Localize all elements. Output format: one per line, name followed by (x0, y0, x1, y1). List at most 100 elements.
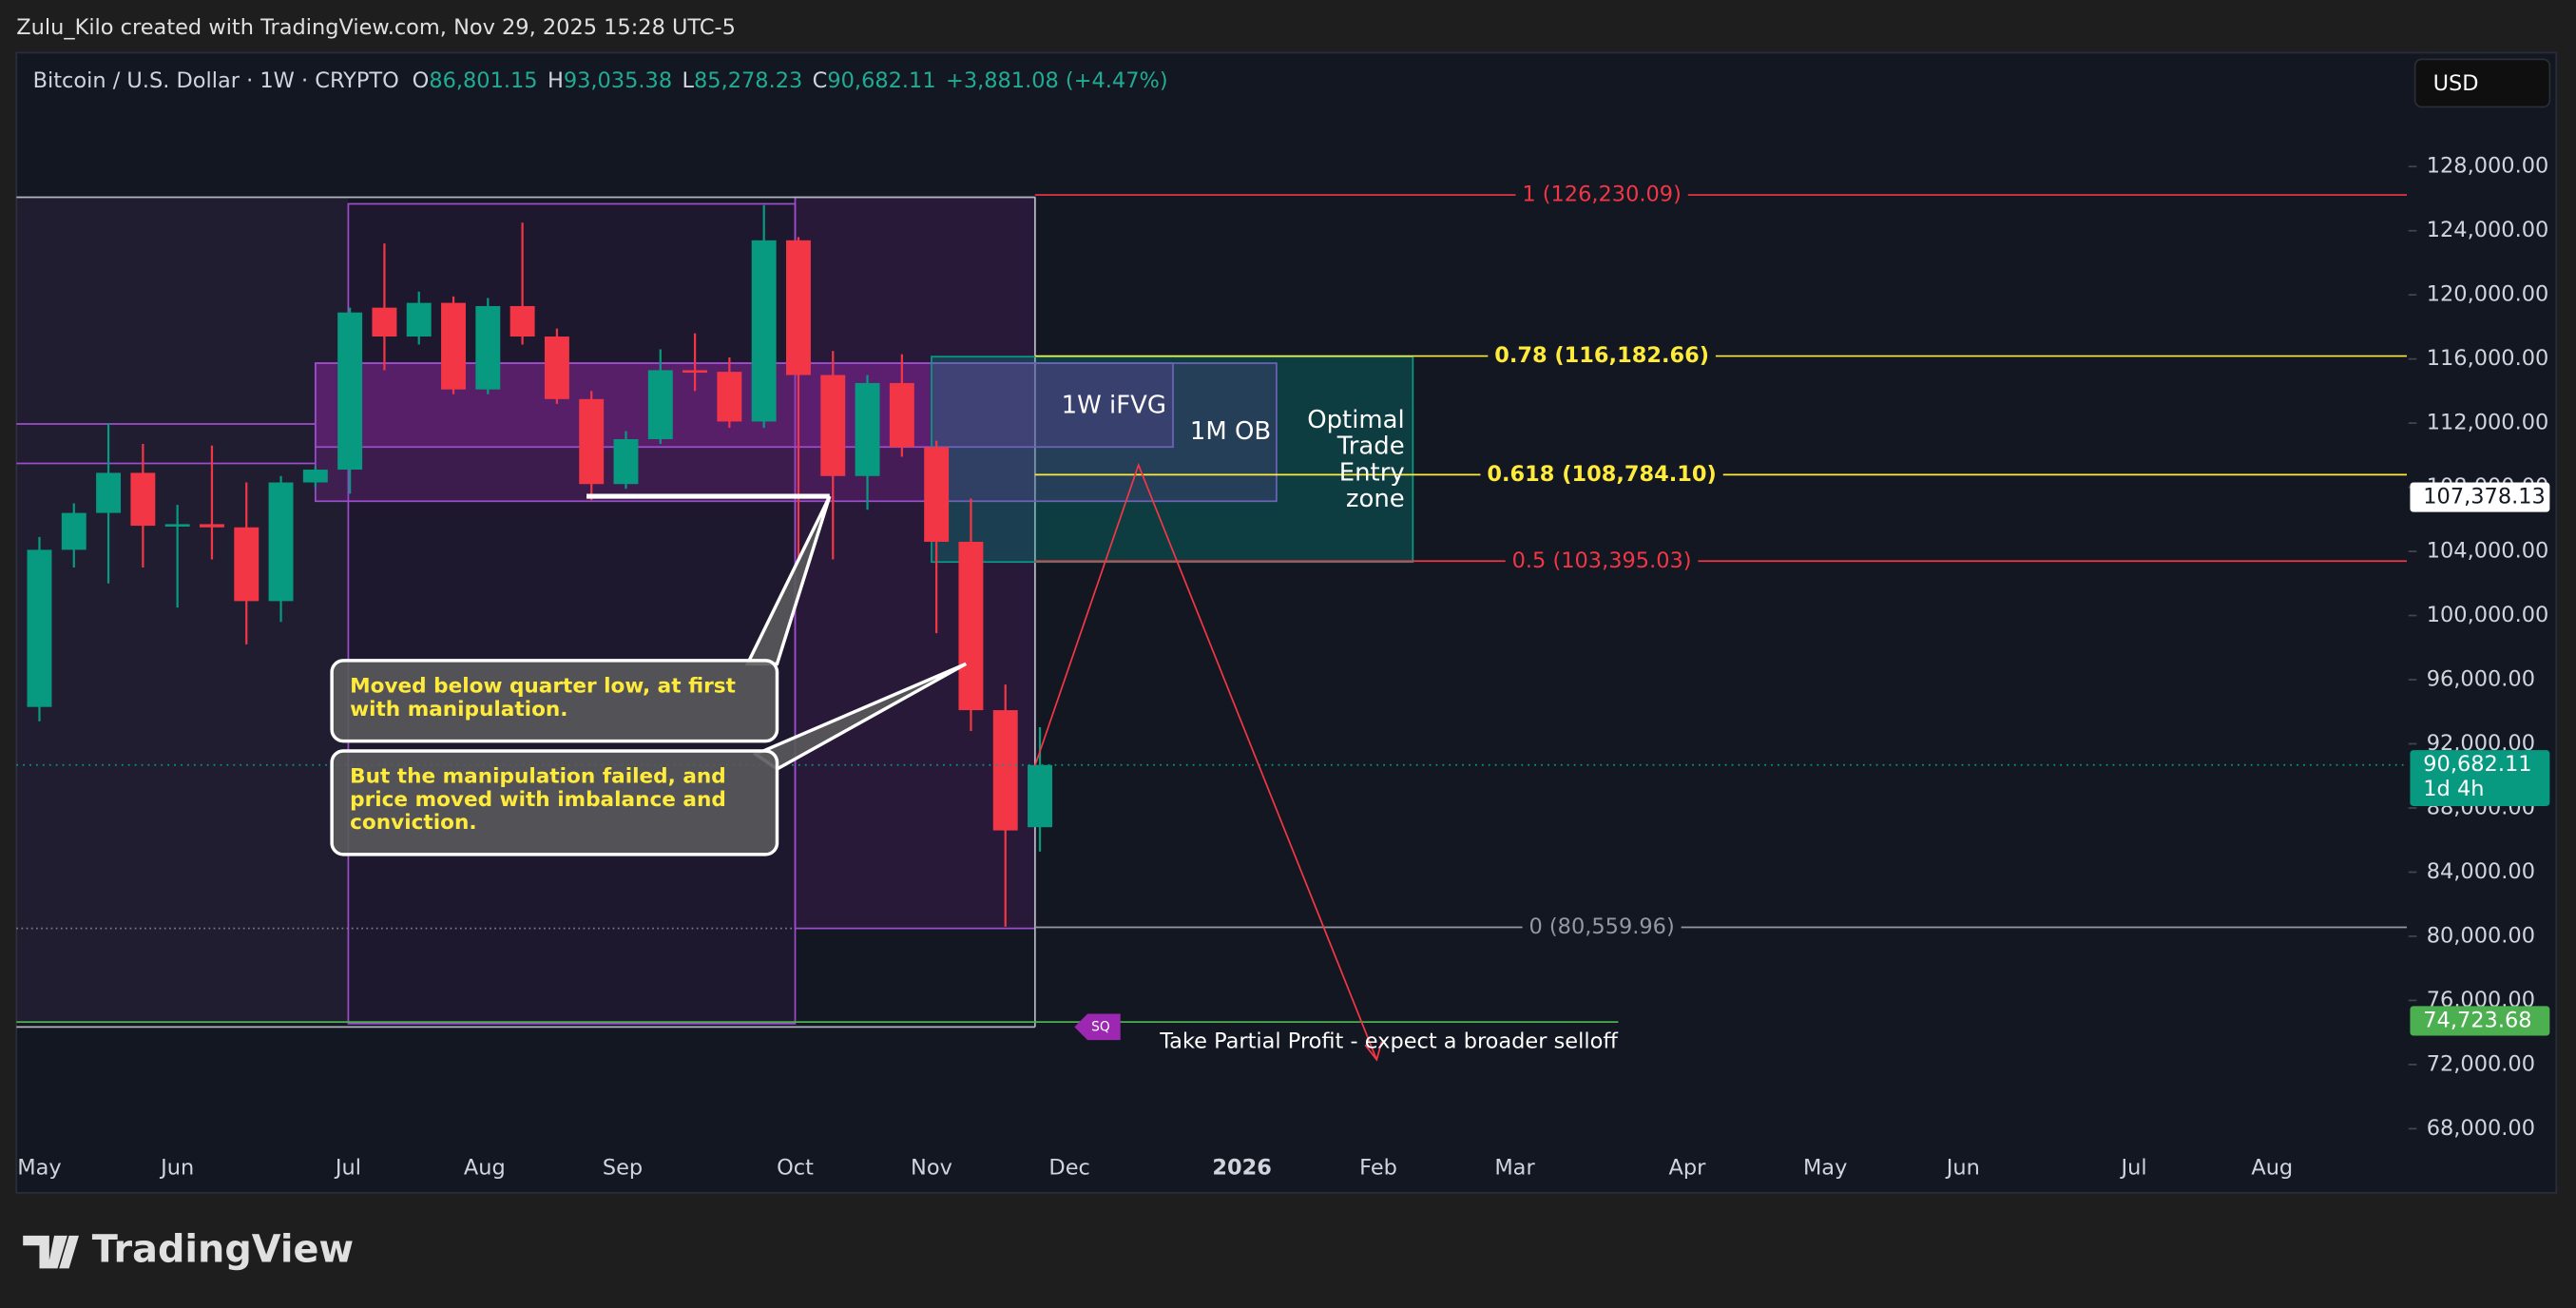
x-tick-label: Mar (1494, 1155, 1535, 1180)
x-tick-label: Aug (2251, 1155, 2293, 1180)
tag: SQ (1091, 1019, 1110, 1034)
candle-body (130, 472, 156, 527)
ote-label: Optimal (1307, 406, 1405, 434)
candle-body (579, 398, 605, 485)
price-label: 107,378.13 (2423, 485, 2546, 510)
x-tick-label: Jun (1945, 1155, 1980, 1180)
legend-low-key: L (682, 67, 695, 92)
y-tick-label: 128,000.00 (2427, 154, 2549, 179)
fib-label-bg (1515, 182, 1688, 208)
y-tick-label: 124,000.00 (2427, 218, 2549, 242)
candle-body (372, 307, 397, 337)
x-tick-label: Nov (911, 1155, 952, 1180)
x-tick-label: Aug (464, 1155, 506, 1180)
price-label-bg (2410, 482, 2550, 512)
legend-close: 90,682.11 (827, 67, 935, 92)
candle-body (164, 524, 190, 527)
y-tick-label: 80,000.00 (2427, 923, 2535, 948)
price-label-bg (2410, 1006, 2550, 1036)
attribution: Zulu_Kilo created with TradingView.com, … (16, 15, 736, 40)
fib-label-bg (1522, 914, 1682, 941)
callout-text: But the manipulation failed, and (350, 765, 726, 789)
fib-label: 0 (80,559.96) (1528, 914, 1674, 939)
callout-box (330, 659, 779, 743)
candle-body (234, 527, 260, 602)
y-tick-label: 100,000.00 (2427, 603, 2549, 627)
x-tick-label: Feb (1359, 1155, 1397, 1180)
y-tick-label: 72,000.00 (2427, 1051, 2535, 1076)
x-tick-label: 2026 (1212, 1155, 1272, 1180)
y-tick-label: 84,000.00 (2427, 859, 2535, 884)
candle-body (647, 370, 673, 439)
price-label: 90,682.11 (2423, 752, 2531, 777)
candle-body (96, 472, 122, 513)
candle-body (958, 541, 984, 711)
logo: TradingView (23, 1228, 354, 1272)
y-tick-label: 116,000.00 (2427, 346, 2549, 371)
quarter-box (347, 202, 797, 1025)
callout-box (330, 749, 779, 856)
candle-body (61, 512, 87, 550)
candle-body (406, 302, 432, 337)
candle-body (544, 337, 569, 399)
candle-body (475, 305, 501, 390)
candle-body (613, 438, 639, 485)
tag-bg (1074, 1013, 1121, 1041)
ifvg-box (314, 362, 1174, 449)
candle-body (268, 482, 294, 602)
candle-body (199, 524, 224, 528)
fib-label-bg (1480, 461, 1723, 489)
legend-change: +3,881.08 (+4.47%) (946, 67, 1168, 92)
legend-open-key: O (413, 67, 430, 92)
y-tick-label: 120,000.00 (2427, 282, 2549, 307)
fib-label: 0.5 (103,395.03) (1512, 548, 1692, 573)
x-tick-label: May (17, 1155, 61, 1180)
projection (1034, 462, 1383, 1062)
candle-body (302, 470, 328, 483)
profit-label: Take Partial Profit - expect a broader s… (1159, 1029, 1618, 1053)
candle-body (27, 549, 52, 707)
ote-label: zone (1346, 485, 1405, 513)
x-tick-label: Oct (777, 1155, 814, 1180)
legend-symbol: Bitcoin / U.S. Dollar · 1W · CRYPTO (33, 67, 399, 92)
callout-text: with manipulation. (350, 698, 567, 721)
logo-text: TradingView (92, 1228, 354, 1272)
candle-body (820, 375, 846, 476)
chart-panel (15, 51, 2558, 1194)
fib-label: 0.618 (108,784.10) (1487, 462, 1716, 487)
ote-box (931, 356, 1414, 564)
x-tick-label: Jul (2120, 1155, 2147, 1180)
countdown: 1d 4h (2423, 777, 2484, 801)
currency-button[interactable] (2413, 58, 2551, 108)
ob-label: 1M OB (1190, 417, 1271, 446)
candle-body (855, 382, 880, 476)
currency[interactable]: USD (2433, 71, 2479, 96)
fib-label-bg (1488, 342, 1716, 370)
y-tick-label: 112,000.00 (2427, 411, 2549, 435)
x-tick-label: Jun (159, 1155, 194, 1180)
candle-body (992, 710, 1018, 831)
candle-body (889, 382, 914, 448)
fib-label-bg (1505, 548, 1699, 575)
legend-high-key: H (548, 67, 564, 92)
candle-body (441, 302, 466, 390)
candle-body (717, 372, 742, 422)
fib-label: 1 (126,230.09) (1522, 183, 1682, 207)
price-label-bg (2410, 750, 2550, 806)
x-tick-label: Dec (1048, 1155, 1089, 1180)
candle-body (509, 305, 535, 337)
candle-body (682, 370, 708, 374)
callout-text: Moved below quarter low, at first (350, 675, 736, 699)
ote-label: Trade (1336, 433, 1405, 461)
legend-open: 86,801.15 (429, 67, 537, 92)
candle-body (751, 240, 777, 422)
callout-text: price moved with imbalance and (350, 788, 726, 812)
x-tick-label: Jul (334, 1155, 361, 1180)
price-label: 74,723.68 (2423, 1008, 2531, 1032)
legend: Bitcoin / U.S. Dollar · 1W · CRYPTO O86,8… (33, 67, 1168, 92)
ote-label: Entry (1339, 458, 1405, 487)
candle-body (337, 312, 363, 471)
legend-high: 93,035.38 (564, 67, 672, 92)
